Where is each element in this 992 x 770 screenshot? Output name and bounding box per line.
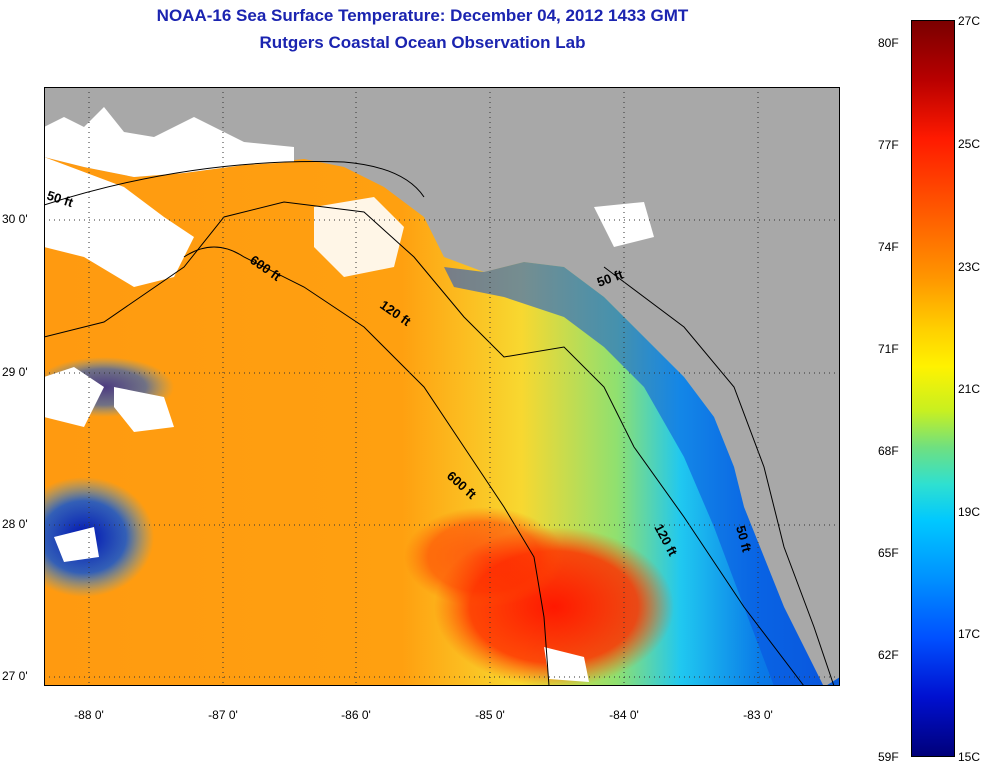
- temperature-colorbar: [911, 20, 955, 757]
- lat-label-29: 29 0': [2, 365, 28, 379]
- sst-map: 50 ft 600 ft 120 ft 50 ft 600 ft 120 ft …: [44, 87, 840, 686]
- colorbar-f-62: 62F: [878, 648, 899, 662]
- contour-label-50ft-south: 50 ft: [733, 524, 755, 554]
- colorbar-f-80: 80F: [878, 36, 899, 50]
- lat-label-30: 30 0': [2, 212, 28, 226]
- lon-label-83: -83 0': [743, 708, 773, 722]
- warm-patch: [404, 507, 564, 607]
- colorbar-c-21: 21C: [958, 382, 981, 396]
- map-subtitle: Rutgers Coastal Ocean Observation Lab: [259, 33, 586, 52]
- contour-50ft-west: [44, 161, 425, 206]
- colorbar-c-23: 23C: [958, 260, 981, 274]
- lon-label-88: -88 0': [74, 708, 104, 722]
- colorbar-c-15: 15C: [958, 750, 981, 764]
- lat-label-27: 27 0': [2, 669, 28, 683]
- lon-label-87: -87 0': [208, 708, 238, 722]
- colorbar-f-71: 71F: [878, 342, 899, 356]
- coastal-cool-band: [444, 262, 824, 686]
- colorbar-f-68: 68F: [878, 444, 899, 458]
- colorbar-c-19: 19C: [958, 505, 981, 519]
- colorbar-c-17: 17C: [958, 627, 981, 641]
- contour-50ft-east: [603, 266, 835, 686]
- colorbar-f-65: 65F: [878, 546, 899, 560]
- colorbar-c-25: 25C: [958, 137, 981, 151]
- colorbar-f-59: 59F: [878, 750, 899, 764]
- lon-label-86: -86 0': [341, 708, 371, 722]
- cloud-northwest: [44, 157, 194, 287]
- lon-label-84: -84 0': [609, 708, 639, 722]
- cloud-west-2: [114, 387, 174, 432]
- cloud-southwest: [54, 527, 99, 562]
- cloud-south: [544, 647, 589, 682]
- lon-label-85: -85 0': [475, 708, 505, 722]
- map-frame: [44, 87, 840, 686]
- colorbar-f-74: 74F: [878, 240, 899, 254]
- lat-label-28: 28 0': [2, 517, 28, 531]
- inland-clouds: [44, 107, 294, 177]
- cloud-north: [314, 197, 404, 277]
- map-title: NOAA-16 Sea Surface Temperature: Decembe…: [156, 6, 689, 25]
- contour-600ft: [183, 246, 550, 686]
- cool-patch-southwest: [44, 477, 154, 597]
- cloud-east: [594, 202, 654, 247]
- colorbar-f-77: 77F: [878, 138, 899, 152]
- colorbar-c-27: 27C: [958, 14, 981, 28]
